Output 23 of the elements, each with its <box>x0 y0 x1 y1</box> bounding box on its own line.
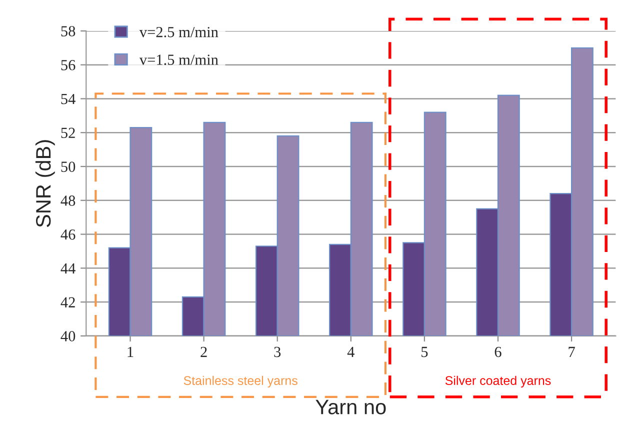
y-tick-label: 44 <box>60 263 76 274</box>
y-tick-label: 58 <box>61 26 76 36</box>
x-tick-label: 1 <box>128 346 134 357</box>
y-tick-label: 48 <box>60 196 76 206</box>
x-tick-label: 3 <box>274 346 281 358</box>
x-axis-title: Yarn no <box>316 400 386 414</box>
legend-label: v=2.5 m/min <box>139 26 218 38</box>
text: Silver coated yarns <box>445 376 551 388</box>
y-tick-label: 40 <box>60 331 76 342</box>
y-tick-label: 46 <box>60 229 76 240</box>
y-tick-label: 50 <box>61 162 76 172</box>
y-tick-label: 42 <box>60 297 75 308</box>
y-tick-label: 56 <box>61 60 76 70</box>
x-tick-label: 5 <box>422 346 428 358</box>
y-tick-label: 54 <box>61 94 76 104</box>
legend-label: v=1.5 m/min <box>139 54 218 65</box>
x-tick-label: 4 <box>347 346 354 357</box>
x-tick-label: 7 <box>568 346 575 357</box>
text: Stainless steel yarns <box>184 376 298 388</box>
x-tick-label: 6 <box>494 346 502 358</box>
y-axis-title: SNR (dB) <box>35 140 55 228</box>
x-tick-label: 2 <box>200 346 207 357</box>
y-tick-label: 52 <box>61 128 75 138</box>
